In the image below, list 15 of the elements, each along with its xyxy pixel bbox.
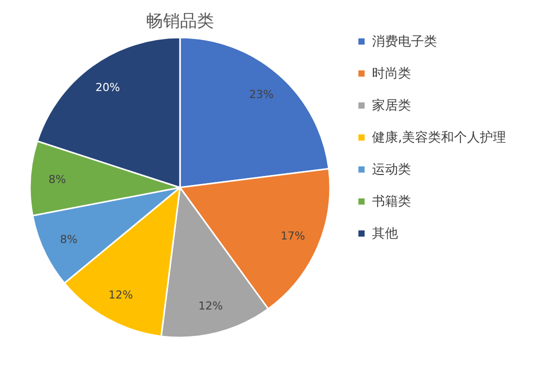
data-label: 17% (280, 229, 306, 242)
legend-label: 时尚类 (372, 66, 411, 82)
legend-label: 其他 (372, 226, 398, 242)
data-label: 23% (249, 88, 274, 102)
data-label: 12% (198, 300, 223, 313)
legend-label: 家居类 (372, 98, 411, 114)
chart-title: 畅销品类 (146, 12, 214, 32)
legend-label: 健康,美容类和个人护理 (372, 130, 506, 146)
legend-label: 运动类 (372, 162, 411, 178)
legend-label: 消费电子类 (372, 34, 437, 50)
data-label: 8% (60, 232, 78, 246)
data-label: 8% (48, 172, 66, 186)
data-label: 20% (95, 80, 120, 94)
data-label: 12% (108, 288, 133, 302)
legend-label: 书籍类 (372, 194, 411, 210)
